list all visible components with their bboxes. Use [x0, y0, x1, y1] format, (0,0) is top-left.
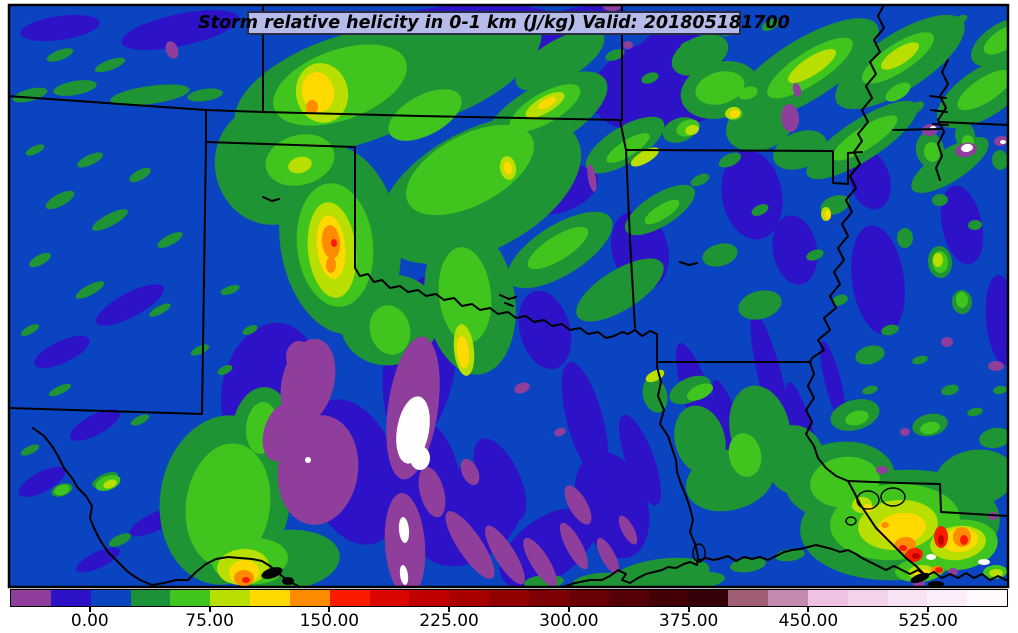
colorbar-tick-label: 525.00 — [898, 611, 958, 631]
red-layer — [242, 239, 968, 583]
colorbar-tick — [687, 607, 690, 612]
dark-red-layer — [912, 535, 944, 559]
colorbar-segment — [728, 590, 769, 606]
colorbar-segment — [409, 590, 450, 606]
colorbar — [10, 589, 1008, 607]
colorbar-segment — [967, 590, 1008, 606]
colorbar-tick-label: 150.00 — [299, 611, 360, 631]
colorbar-segment — [847, 590, 888, 606]
colorbar-segment — [927, 590, 968, 606]
colorbar-tick — [927, 607, 930, 612]
colorbar-segment — [648, 590, 689, 606]
colorbar-segment — [449, 590, 490, 606]
colorbar-tick — [448, 607, 451, 612]
colorbar-segment — [768, 590, 808, 606]
map-frame — [7, 3, 1010, 589]
colorbar-tick-label: 75.00 — [185, 611, 234, 631]
colorbar-segment — [50, 590, 91, 606]
colorbar-segment — [807, 590, 848, 606]
colorbar-segment — [489, 590, 529, 606]
colorbar-segment — [90, 590, 131, 606]
colorbar-tick-label: 300.00 — [539, 611, 599, 631]
colorbar-tick — [807, 607, 810, 612]
colorbar-tick — [567, 607, 570, 612]
colorbar-segment — [289, 590, 330, 606]
colorbar-segment — [608, 590, 649, 606]
map-title-text: Storm relative helicity in 0-1 km (J/kg)… — [198, 13, 790, 33]
colorbar-tick — [328, 607, 331, 612]
colorbar-segment — [887, 590, 928, 606]
colorbar-segment — [688, 590, 729, 606]
white-extreme-layer — [305, 126, 1006, 585]
colorbar-segment — [210, 590, 251, 606]
map-title: Storm relative helicity in 0-1 km (J/kg)… — [198, 11, 790, 35]
colorbar-segment — [329, 590, 370, 606]
colorbar-tick-label: 0.00 — [70, 611, 109, 631]
colorbar-tick — [208, 607, 211, 612]
colorbar-segment — [11, 590, 51, 606]
colorbar-segment — [528, 590, 569, 606]
colorbar-segment — [170, 590, 211, 606]
colorbar-tick-label: 450.00 — [778, 611, 839, 631]
colorbar-tick-label: 225.00 — [419, 611, 479, 631]
colorbar-segment — [250, 590, 290, 606]
colorbar-segment — [130, 590, 171, 606]
colorbar-tick — [88, 607, 91, 612]
colorbar-segment — [369, 590, 410, 606]
contour-field — [9, 5, 1008, 587]
colorbar-segment — [568, 590, 609, 606]
colorbar-tick-label: 375.00 — [658, 611, 719, 631]
